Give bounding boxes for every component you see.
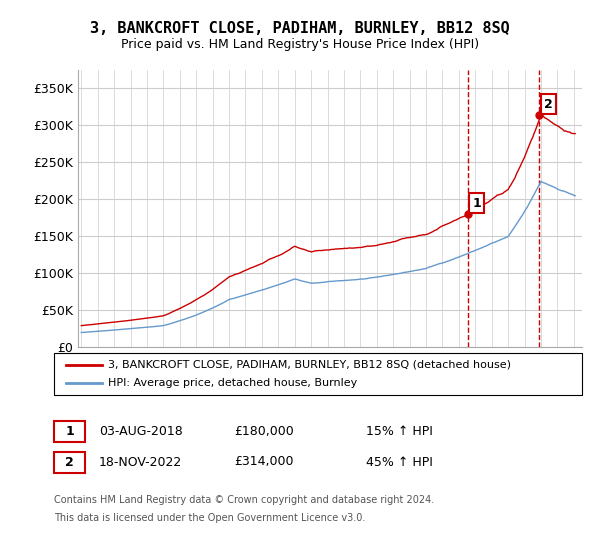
Text: 45% ↑ HPI: 45% ↑ HPI (366, 455, 433, 469)
Text: Price paid vs. HM Land Registry's House Price Index (HPI): Price paid vs. HM Land Registry's House … (121, 38, 479, 51)
Text: 1: 1 (65, 424, 74, 438)
Text: 2: 2 (544, 97, 553, 110)
Text: £314,000: £314,000 (234, 455, 293, 469)
Text: 18-NOV-2022: 18-NOV-2022 (99, 455, 182, 469)
Text: 1: 1 (472, 197, 481, 209)
Text: 3, BANKCROFT CLOSE, PADIHAM, BURNLEY, BB12 8SQ (detached house): 3, BANKCROFT CLOSE, PADIHAM, BURNLEY, BB… (108, 360, 511, 370)
Text: 03-AUG-2018: 03-AUG-2018 (99, 424, 183, 438)
Text: HPI: Average price, detached house, Burnley: HPI: Average price, detached house, Burn… (108, 378, 357, 388)
Text: 2: 2 (65, 455, 74, 469)
Text: £180,000: £180,000 (234, 424, 294, 438)
Text: 15% ↑ HPI: 15% ↑ HPI (366, 424, 433, 438)
Text: Contains HM Land Registry data © Crown copyright and database right 2024.: Contains HM Land Registry data © Crown c… (54, 494, 434, 505)
Text: This data is licensed under the Open Government Licence v3.0.: This data is licensed under the Open Gov… (54, 513, 365, 523)
Text: 3, BANKCROFT CLOSE, PADIHAM, BURNLEY, BB12 8SQ: 3, BANKCROFT CLOSE, PADIHAM, BURNLEY, BB… (90, 21, 510, 36)
